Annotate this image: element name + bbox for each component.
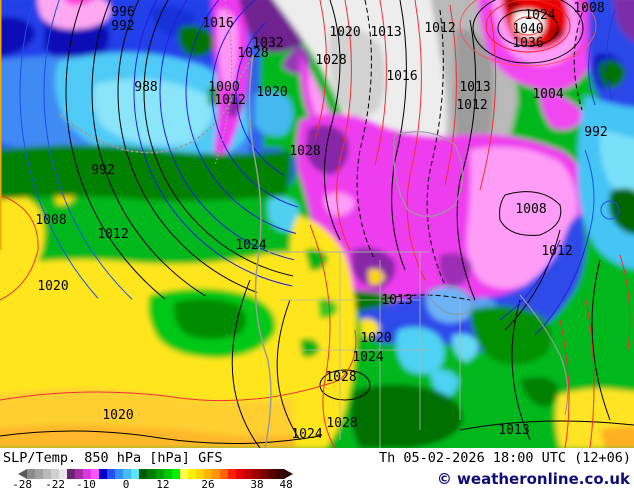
colorbar-segment	[75, 469, 84, 479]
copyright: © weatheronline.co.uk	[436, 470, 630, 488]
map-edge-line	[0, 0, 2, 250]
colorbar-segment	[91, 469, 100, 479]
pressure-label: 1024	[235, 238, 266, 253]
colorbar-segment	[155, 469, 164, 479]
pressure-label: 1020	[360, 331, 391, 346]
colorbar-segment	[203, 469, 212, 479]
colorbar-segment	[187, 469, 196, 479]
pressure-label: 992	[111, 19, 134, 34]
colorbar-tick: 12	[156, 478, 170, 490]
pressure-label: 1020	[329, 25, 360, 40]
colorbar-segment	[243, 469, 252, 479]
colorbar-tick: 38	[250, 478, 264, 490]
pressure-label: 992	[584, 125, 607, 140]
colorbar-segment	[51, 469, 60, 479]
colorbar-segment	[59, 469, 68, 479]
pressure-label: 1013	[498, 423, 529, 438]
colorbar-segment	[227, 469, 236, 479]
pressure-label: 988	[134, 80, 157, 95]
pressure-label: 1013	[370, 25, 401, 40]
pressure-label: 1024	[291, 427, 322, 442]
colorbar-tick: 26	[201, 478, 215, 490]
footer: SLP/Temp. 850 hPa [hPa] GFS Th 05-02-202…	[0, 448, 634, 490]
pressure-label: 1020	[37, 279, 68, 294]
colorbar-segment	[131, 469, 140, 479]
colorbar-segment	[171, 469, 180, 479]
colorbar-tick: -28	[12, 478, 33, 490]
colorbar-ticks: -28 -22 -10 0 12 26 38 48	[12, 478, 293, 490]
pressure-label: 1016	[386, 69, 417, 84]
colorbar-segments	[27, 469, 284, 479]
pressure-label: 1012	[424, 21, 455, 36]
colorbar-segment	[267, 469, 276, 479]
colorbar-segment	[35, 469, 44, 479]
pressure-label: 1028	[237, 46, 268, 61]
pressure-label: 1008	[515, 202, 546, 217]
colorbar-segment	[235, 469, 244, 479]
pressure-label: 1012	[214, 93, 245, 108]
colorbar-segment	[195, 469, 204, 479]
pressure-label: 1012	[456, 98, 487, 113]
pressure-label: 1024	[352, 350, 383, 365]
colorbar-left-arrow-icon	[18, 469, 27, 479]
pressure-label: 1040	[512, 22, 543, 37]
pressure-label: 1024	[524, 8, 555, 23]
chart-datetime: Th 05-02-2026 18:00 UTC (12+06)	[379, 450, 631, 466]
colorbar-segment	[27, 469, 36, 479]
colorbar-segment	[67, 469, 76, 479]
weather-map: 996 992 988 1016 1032 1028 1000 1012 1020 1020 101…	[0, 0, 634, 448]
colorbar-segment	[107, 469, 116, 479]
pressure-label: 1028	[315, 53, 346, 68]
colorbar-segment	[211, 469, 220, 479]
colorbar-segment	[83, 469, 92, 479]
colorbar-tick: -10	[75, 478, 96, 490]
colorbar-tick: 48	[279, 478, 293, 490]
pressure-label: 1020	[102, 408, 133, 423]
coastlines	[59, 0, 569, 448]
colorbar-segment	[123, 469, 132, 479]
colorbar-tick: 0	[122, 478, 130, 490]
colorbar-segment	[179, 469, 188, 479]
colorbar-right-arrow-icon	[284, 469, 293, 479]
pressure-label: 1028	[326, 416, 357, 431]
colorbar-segment	[259, 469, 268, 479]
pressure-label: 1000	[208, 80, 239, 95]
colorbar-segment	[147, 469, 156, 479]
isobar-lines	[0, 0, 634, 448]
pressure-label: 1020	[256, 85, 287, 100]
colorbar-segment	[251, 469, 260, 479]
colorbar-segment	[163, 469, 172, 479]
temperature-field	[0, 0, 634, 448]
colorbar-tick: -22	[45, 478, 66, 490]
pressure-label: 1008	[35, 213, 66, 228]
pressure-label: 1028	[325, 370, 356, 385]
colorbar-segment	[99, 469, 108, 479]
pressure-label: 1028	[289, 144, 320, 159]
colorbar-segment	[275, 469, 284, 479]
colorbar-segment	[219, 469, 228, 479]
pressure-label: 996	[111, 5, 134, 20]
pressure-label: 1036	[512, 36, 543, 51]
pressure-label: 1032	[252, 36, 283, 51]
colorbar-segment	[139, 469, 148, 479]
colorbar-segment	[115, 469, 124, 479]
pressure-label: 992	[91, 163, 114, 178]
pressure-label: 1012	[97, 227, 128, 242]
pressure-label: 1013	[381, 293, 412, 308]
pressure-label: 1008	[573, 1, 604, 16]
pressure-label: 1004	[532, 87, 563, 102]
chart-title: SLP/Temp. 850 hPa [hPa] GFS	[3, 450, 223, 466]
temperature-colorbar	[18, 469, 293, 479]
pressure-label: 1013	[459, 80, 490, 95]
footer-caption-row: SLP/Temp. 850 hPa [hPa] GFS Th 05-02-202…	[0, 450, 634, 466]
pressure-label: 1012	[541, 244, 572, 259]
colorbar-segment	[43, 469, 52, 479]
pressure-label: 1016	[202, 16, 233, 31]
